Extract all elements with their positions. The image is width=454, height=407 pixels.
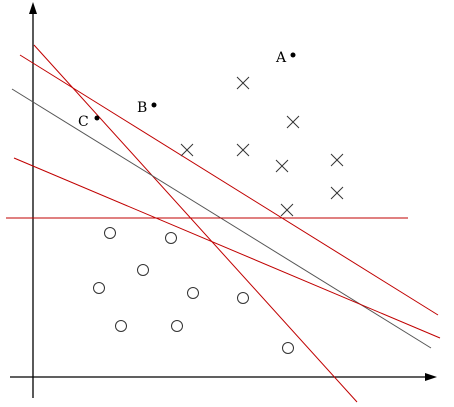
circle-marker bbox=[165, 232, 177, 244]
cross-marker bbox=[280, 203, 294, 217]
point-a-label: A bbox=[275, 50, 287, 66]
axes bbox=[10, 2, 437, 398]
circle-marker bbox=[187, 287, 199, 299]
cross-marker bbox=[330, 153, 344, 167]
upper-red-line bbox=[19, 54, 439, 316]
cross-markers bbox=[180, 76, 344, 217]
cross-marker bbox=[275, 159, 289, 173]
separating-lines bbox=[6, 44, 441, 403]
circle-marker bbox=[237, 292, 249, 304]
point-a-dot bbox=[290, 52, 296, 58]
circle-marker bbox=[137, 264, 149, 276]
circle-marker bbox=[104, 227, 116, 239]
circle-marker bbox=[171, 320, 183, 332]
lower-red-line bbox=[13, 157, 441, 339]
circle-marker bbox=[93, 282, 105, 294]
circle-marker bbox=[282, 342, 294, 354]
point-c-dot bbox=[94, 115, 100, 121]
y-axis-arrow bbox=[29, 2, 37, 14]
labeled-points: A B C bbox=[78, 50, 296, 130]
x-axis-arrow bbox=[425, 373, 437, 381]
cross-marker bbox=[236, 143, 250, 157]
point-b-dot bbox=[151, 102, 157, 108]
point-c-label: C bbox=[78, 114, 89, 130]
circle-marker bbox=[115, 320, 127, 332]
cross-marker bbox=[236, 76, 250, 90]
point-b-label: B bbox=[137, 100, 147, 116]
cross-marker bbox=[180, 143, 194, 157]
cross-marker bbox=[286, 115, 300, 129]
cross-marker bbox=[330, 186, 344, 200]
circle-markers bbox=[93, 227, 294, 354]
steep-red-line bbox=[33, 44, 358, 403]
